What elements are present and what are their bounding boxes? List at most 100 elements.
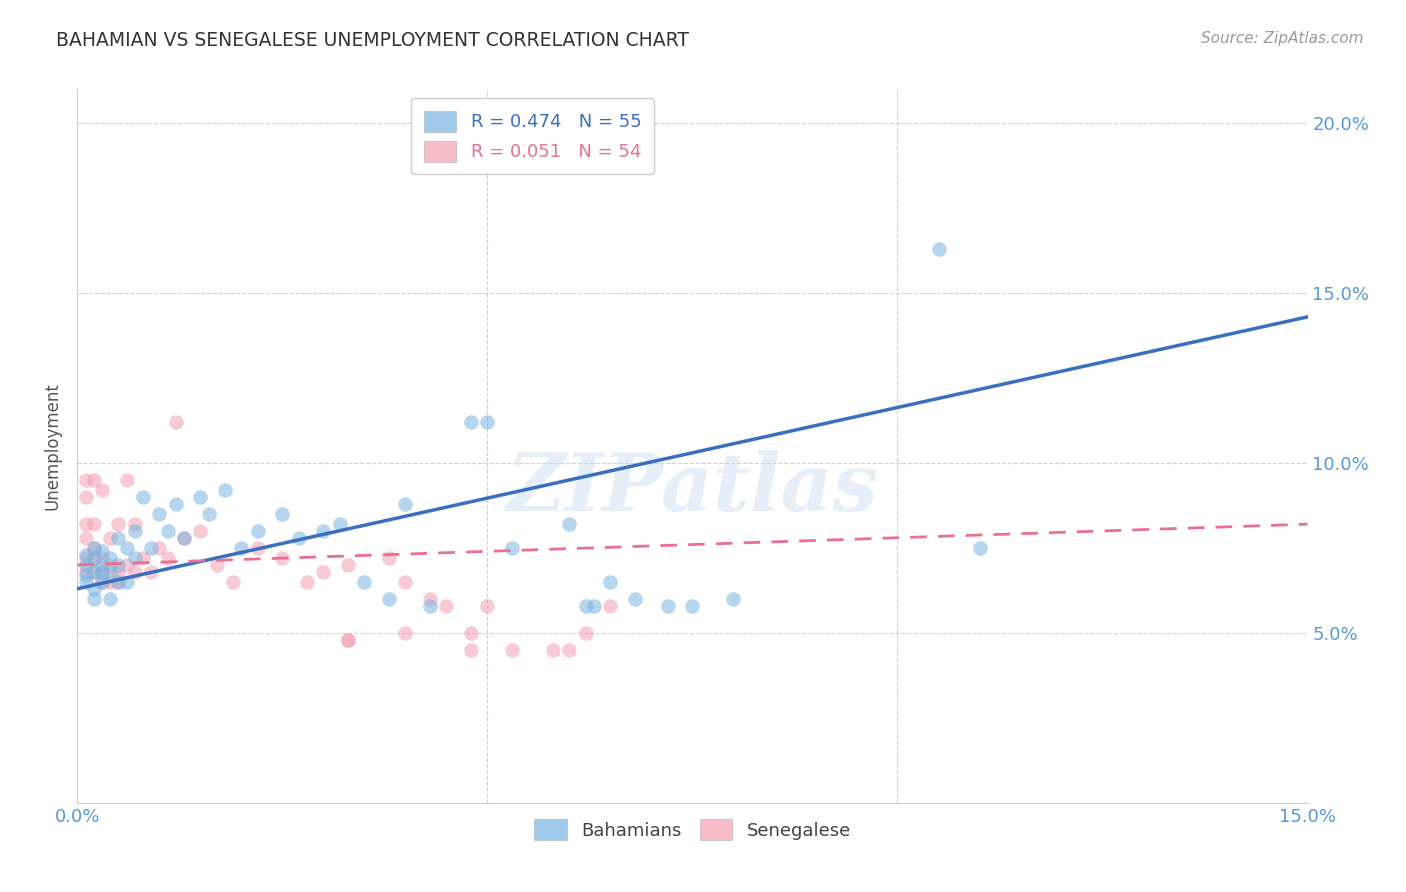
Point	[148, 541, 170, 555]
Point	[214, 483, 236, 498]
Point	[329, 517, 352, 532]
Point	[98, 591, 121, 606]
Point	[98, 558, 121, 572]
Point	[107, 574, 129, 589]
Point	[107, 565, 129, 579]
Point	[222, 574, 245, 589]
Point	[75, 551, 97, 566]
Point	[460, 643, 482, 657]
Point	[75, 548, 97, 562]
Point	[132, 490, 155, 504]
Point	[188, 490, 212, 504]
Point	[501, 643, 523, 657]
Point	[460, 626, 482, 640]
Point	[378, 551, 401, 566]
Point	[75, 473, 97, 487]
Point	[599, 574, 621, 589]
Point	[83, 541, 105, 555]
Point	[90, 544, 114, 558]
Point	[575, 599, 598, 613]
Point	[165, 415, 187, 429]
Point	[173, 531, 195, 545]
Point	[246, 524, 269, 538]
Point	[115, 541, 138, 555]
Point	[337, 558, 360, 572]
Point	[75, 568, 97, 582]
Point	[657, 599, 679, 613]
Point	[394, 574, 416, 589]
Point	[141, 541, 163, 555]
Point	[115, 558, 138, 572]
Point	[156, 551, 179, 566]
Point	[75, 558, 97, 572]
Point	[90, 565, 114, 579]
Point	[583, 599, 606, 613]
Point	[124, 551, 146, 566]
Point	[83, 565, 105, 579]
Point	[288, 531, 311, 545]
Point	[558, 643, 581, 657]
Point	[83, 541, 105, 555]
Point	[624, 591, 647, 606]
Point	[156, 524, 179, 538]
Point	[312, 565, 335, 579]
Point	[83, 591, 105, 606]
Text: BAHAMIAN VS SENEGALESE UNEMPLOYMENT CORRELATION CHART: BAHAMIAN VS SENEGALESE UNEMPLOYMENT CORR…	[56, 31, 689, 50]
Point	[141, 565, 163, 579]
Point	[90, 565, 114, 579]
Point	[83, 582, 105, 596]
Point	[90, 483, 114, 498]
Point	[148, 507, 170, 521]
Point	[337, 632, 360, 647]
Point	[477, 599, 499, 613]
Point	[75, 574, 97, 589]
Point	[107, 574, 129, 589]
Point	[98, 565, 121, 579]
Point	[501, 541, 523, 555]
Point	[271, 507, 294, 521]
Point	[90, 551, 114, 566]
Point	[83, 565, 105, 579]
Point	[107, 531, 129, 545]
Point	[75, 517, 97, 532]
Legend: Bahamians, Senegalese: Bahamians, Senegalese	[527, 812, 858, 847]
Point	[124, 524, 146, 538]
Text: ZIPatlas: ZIPatlas	[506, 450, 879, 527]
Point	[337, 632, 360, 647]
Point	[90, 574, 114, 589]
Point	[205, 558, 228, 572]
Point	[75, 531, 97, 545]
Point	[124, 565, 146, 579]
Point	[575, 626, 598, 640]
Point	[419, 599, 441, 613]
Point	[115, 574, 138, 589]
Point	[312, 524, 335, 538]
Point	[107, 558, 129, 572]
Point	[115, 473, 138, 487]
Point	[682, 599, 704, 613]
Point	[98, 574, 121, 589]
Point	[271, 551, 294, 566]
Point	[599, 599, 621, 613]
Point	[98, 551, 121, 566]
Point	[928, 242, 950, 256]
Point	[107, 517, 129, 532]
Point	[83, 551, 105, 566]
Point	[394, 626, 416, 640]
Point	[83, 517, 105, 532]
Point	[132, 551, 155, 566]
Point	[83, 551, 105, 566]
Text: Source: ZipAtlas.com: Source: ZipAtlas.com	[1201, 31, 1364, 46]
Point	[75, 490, 97, 504]
Point	[231, 541, 253, 555]
Point	[969, 541, 991, 555]
Point	[295, 574, 318, 589]
Point	[124, 517, 146, 532]
Point	[98, 531, 121, 545]
Point	[90, 558, 114, 572]
Point	[90, 574, 114, 589]
Point	[165, 497, 187, 511]
Point	[558, 517, 581, 532]
Point	[173, 531, 195, 545]
Point	[188, 524, 212, 538]
